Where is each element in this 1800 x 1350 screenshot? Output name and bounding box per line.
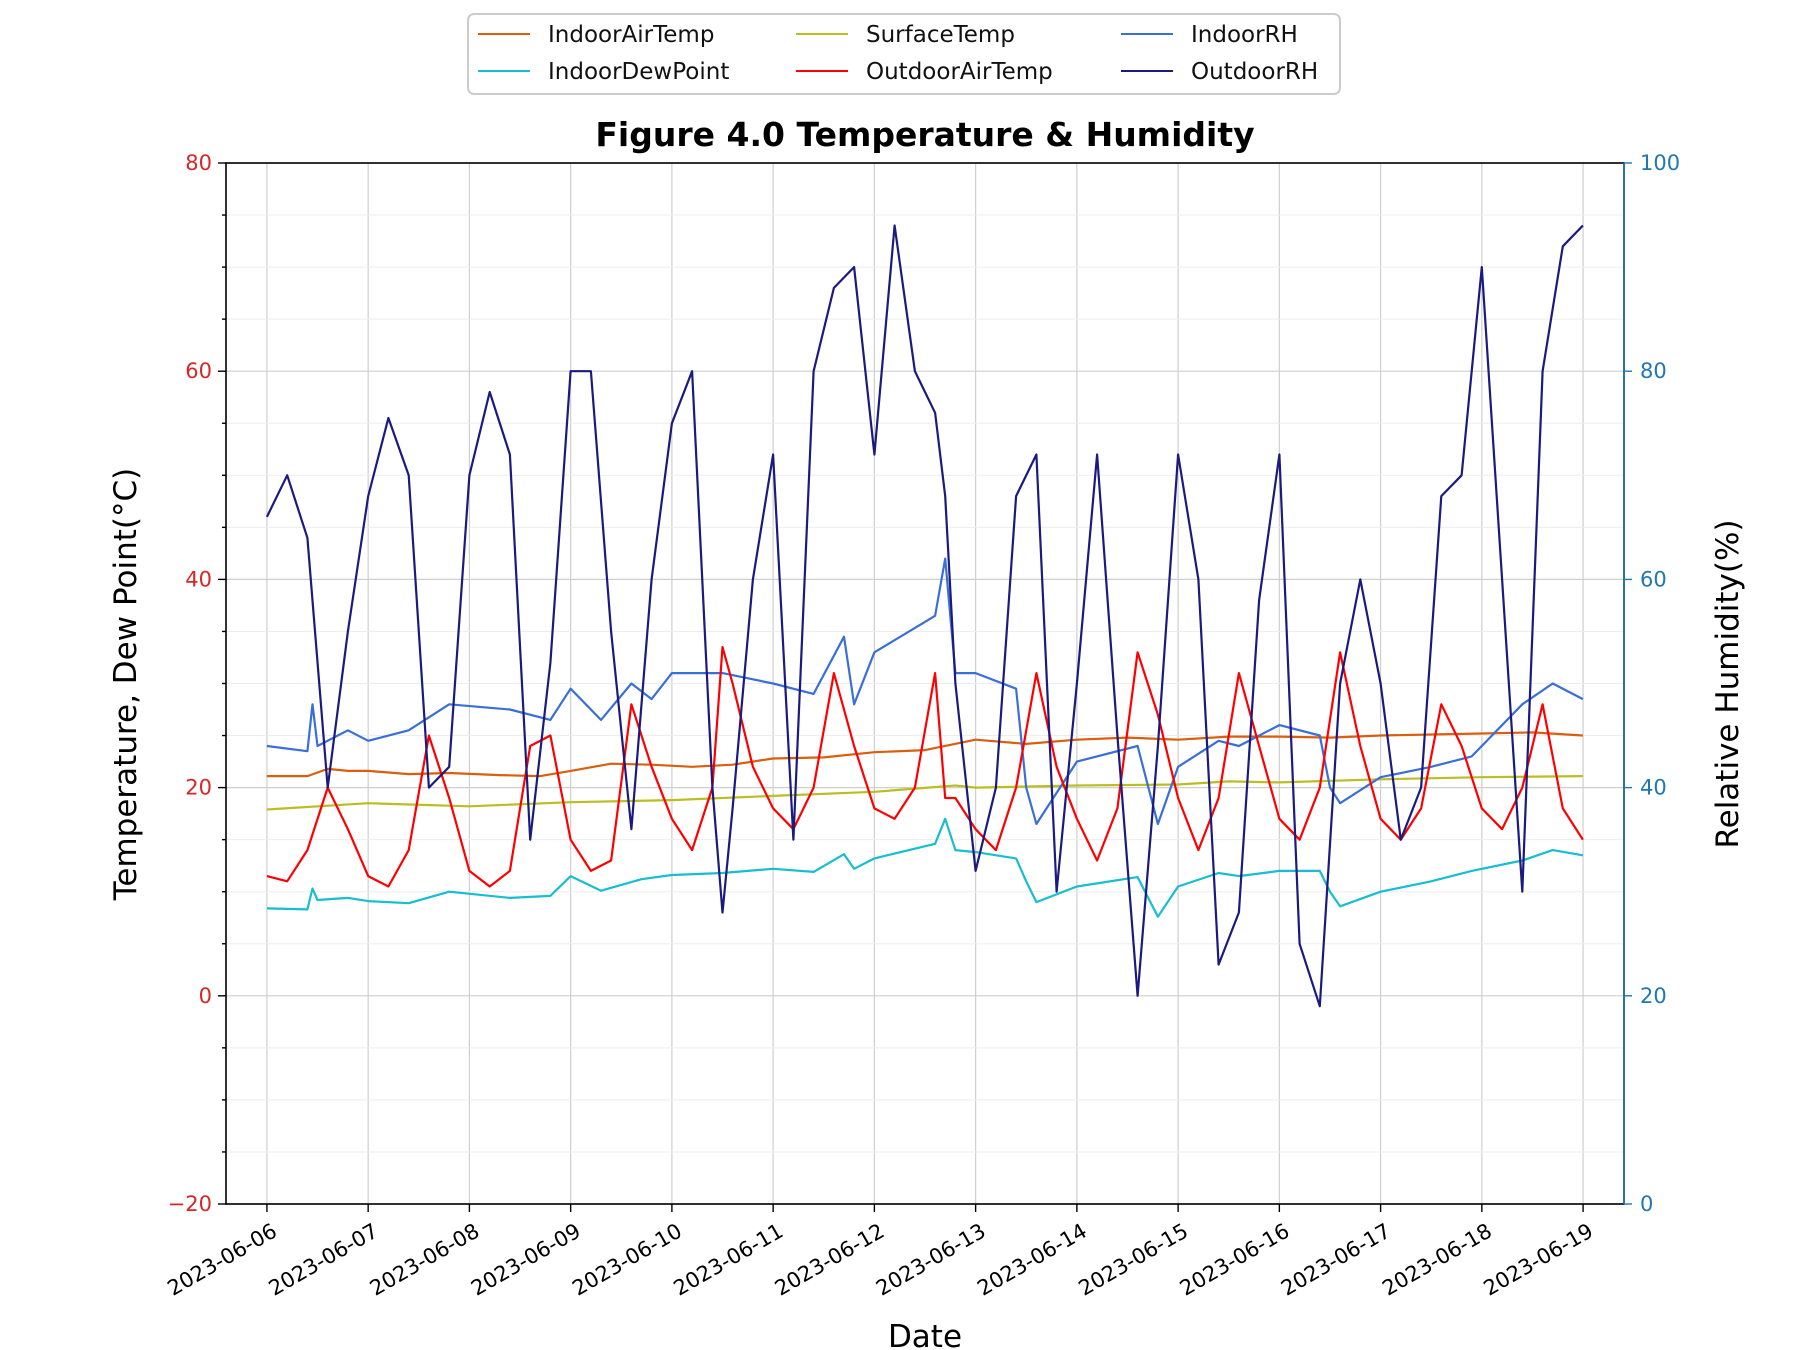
- left-y-tick-label: 80: [185, 151, 212, 175]
- series-line-indoorrh: [266, 557, 1584, 826]
- series-line-indoorairtemp: [266, 731, 1583, 778]
- series-line-outdoorairtemp: [266, 645, 1584, 888]
- legend-label-surface-temp: SurfaceTemp: [866, 22, 1015, 48]
- legend-label-indoor-air-temp: IndoorAirTemp: [548, 22, 714, 48]
- left-y-tick-label: 60: [185, 359, 212, 383]
- x-axis-title: Date: [888, 1319, 962, 1350]
- series-line-indoordewpoint: [266, 817, 1584, 918]
- right-y-tick-label: 80: [1640, 359, 1667, 383]
- chart-title: Figure 4.0 Temperature & Humidity: [595, 115, 1254, 154]
- right-y-axis-title: Relative Humidity(%): [1710, 519, 1746, 848]
- left-y-tick-label: 0: [199, 984, 212, 1008]
- left-y-tick-label: 40: [185, 567, 212, 591]
- right-y-axis: 0 20 40 60 80 100: [1623, 151, 1680, 1216]
- right-y-tick-label: 40: [1640, 776, 1667, 800]
- left-y-axis-title: Temperature, Dew Point(°C): [108, 468, 144, 902]
- right-y-tick-label: 20: [1640, 984, 1667, 1008]
- grid: [226, 162, 1624, 1205]
- series-line-outdoorrh: [265, 224, 1584, 1008]
- left-y-tick-label: 20: [185, 776, 212, 800]
- left-y-axis: −20 0 20 40 60 80: [168, 151, 226, 1216]
- legend-label-outdoor-rh: OutdoorRH: [1191, 59, 1318, 85]
- legend-label-outdoor-air-temp: OutdoorAirTemp: [866, 59, 1053, 85]
- right-y-tick-label: 0: [1640, 1192, 1653, 1216]
- right-y-tick-label: 100: [1640, 151, 1680, 175]
- legend: IndoorAirTemp IndoorDewPoint SurfaceTemp…: [467, 13, 1341, 95]
- right-y-tick-label: 60: [1640, 567, 1667, 591]
- legend-label-indoor-rh: IndoorRH: [1191, 22, 1298, 48]
- left-y-tick-label: −20: [168, 1192, 212, 1216]
- series-lines: [265, 224, 1584, 1008]
- legend-label-indoor-dew-point: IndoorDewPoint: [548, 59, 729, 85]
